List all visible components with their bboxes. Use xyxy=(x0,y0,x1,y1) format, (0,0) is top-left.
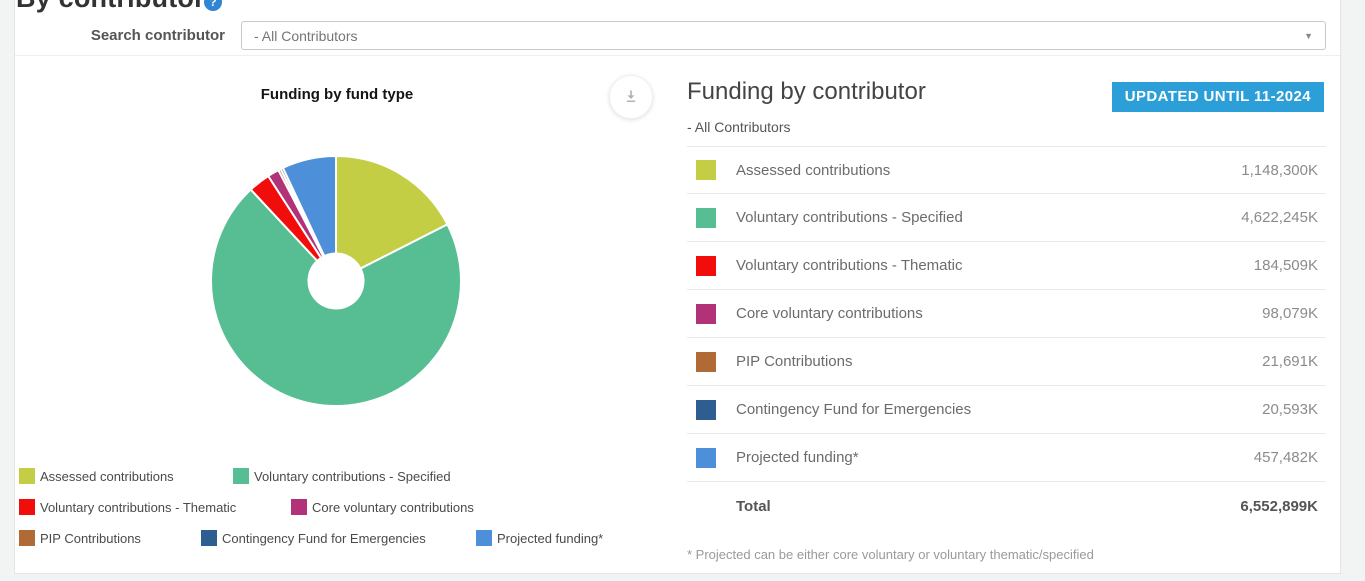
row-color-swatch xyxy=(696,207,716,228)
legend-item[interactable]: Voluntary contributions - Specified xyxy=(233,468,451,484)
row-label: Contingency Fund for Emergencies xyxy=(736,401,972,418)
legend-swatch xyxy=(19,499,35,515)
header-divider xyxy=(15,55,1340,56)
info-icon[interactable]: ? xyxy=(204,0,222,11)
legend-item[interactable]: Contingency Fund for Emergencies xyxy=(201,530,426,546)
row-label: PIP Contributions xyxy=(736,353,853,370)
legend-item[interactable]: Core voluntary contributions xyxy=(291,499,474,515)
row-value: 98,079K xyxy=(1262,305,1318,322)
legend-swatch xyxy=(476,530,492,546)
row-label: Voluntary contributions - Specified xyxy=(736,209,963,226)
row-value: 457,482K xyxy=(1253,449,1318,466)
contributor-select[interactable]: - All Contributors ▼ xyxy=(241,21,1326,50)
row-color-swatch xyxy=(696,447,716,468)
legend-label: Voluntary contributions - Specified xyxy=(254,468,451,484)
content-card: By contributor ? Search contributor - Al… xyxy=(14,0,1341,574)
chevron-down-icon: ▼ xyxy=(1304,30,1313,41)
row-label: Core voluntary contributions xyxy=(736,305,923,322)
pie-slice[interactable] xyxy=(335,155,449,270)
table-row: Voluntary contributions - Specified 4,622… xyxy=(687,194,1326,242)
legend-item[interactable]: Projected funding* xyxy=(476,530,603,546)
legend-item[interactable]: PIP Contributions xyxy=(19,530,141,546)
row-color-swatch xyxy=(696,160,716,180)
table-row: Core voluntary contributions 98,079K xyxy=(687,290,1326,338)
row-color-swatch xyxy=(696,255,716,276)
projected-footnote: * Projected can be either core voluntary… xyxy=(687,547,1094,562)
table-row: Contingency Fund for Emergencies 20,593K xyxy=(687,386,1326,434)
contributor-select-value: - All Contributors xyxy=(254,27,358,44)
legend-label: Assessed contributions xyxy=(40,468,174,484)
contributor-table-body: Assessed contributions 1,148,300K Voluntar… xyxy=(687,146,1326,482)
row-value: 20,593K xyxy=(1262,401,1318,418)
legend-label: Projected funding* xyxy=(497,530,604,546)
details-title: Funding by contributor xyxy=(687,78,926,105)
download-icon xyxy=(626,90,636,102)
row-value: 184,509K xyxy=(1253,257,1318,274)
legend-swatch xyxy=(19,468,35,484)
table-row: PIP Contributions 21,691K xyxy=(687,338,1326,386)
row-value: 21,691K xyxy=(1262,353,1318,370)
table-row: Assessed contributions 1,148,300K xyxy=(687,146,1326,194)
row-value: 4,622,245K xyxy=(1241,209,1318,226)
legend-swatch xyxy=(19,530,35,546)
pie-slice[interactable] xyxy=(281,155,337,258)
total-label: Total xyxy=(736,497,771,515)
table-row: Voluntary contributions - Thematic 184,50… xyxy=(687,242,1326,290)
download-button[interactable] xyxy=(609,75,653,119)
legend-label: Core voluntary contributions xyxy=(312,499,474,515)
updated-badge: UPDATED UNTIL 11-2024 xyxy=(1111,82,1324,112)
search-contributor-label: Search contributor xyxy=(90,27,225,44)
funding-donut-chart xyxy=(210,155,462,407)
details-subtitle: - All Contributors xyxy=(687,119,791,135)
legend-label: Voluntary contributions - Thematic xyxy=(40,499,237,515)
legend-label: Contingency Fund for Emergencies xyxy=(222,530,426,546)
chart-title: Funding by fund type xyxy=(260,86,414,103)
row-label: Projected funding* xyxy=(736,449,859,466)
legend-item[interactable]: Voluntary contributions - Thematic xyxy=(19,499,236,515)
total-value: 6,552,899K xyxy=(1240,497,1318,515)
row-label: Voluntary contributions - Thematic xyxy=(736,257,963,274)
row-color-swatch xyxy=(696,351,716,372)
legend-swatch xyxy=(201,530,217,546)
row-value: 1,148,300K xyxy=(1241,161,1318,179)
row-color-swatch xyxy=(696,399,716,420)
pie-slice[interactable] xyxy=(210,188,462,407)
legend-swatch xyxy=(233,468,249,484)
page-title: By contributor xyxy=(16,0,205,12)
legend-item[interactable]: Assessed contributions xyxy=(19,468,174,484)
contributor-table: Assessed contributions 1,148,300K Voluntar… xyxy=(687,146,1326,530)
row-label: Assessed contributions xyxy=(736,161,891,179)
total-row: Total 6,552,899K xyxy=(687,482,1326,530)
table-row: Projected funding* 457,482K xyxy=(687,434,1326,482)
legend-label: PIP Contributions xyxy=(40,530,141,546)
row-color-swatch xyxy=(696,303,716,324)
legend-swatch xyxy=(291,499,307,515)
